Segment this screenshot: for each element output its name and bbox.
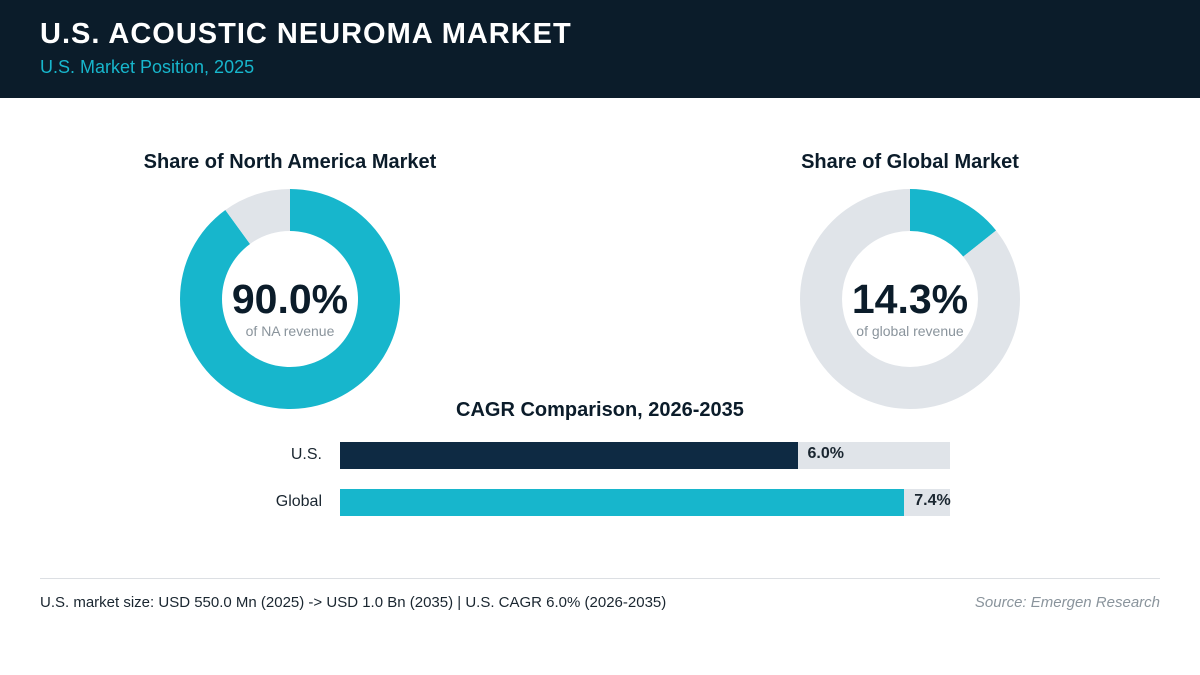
bar-us: [340, 442, 798, 469]
global-share-caption: of global revenue: [856, 323, 964, 339]
bar-label-us: U.S.: [290, 446, 322, 463]
footer-divider: [40, 578, 1160, 579]
na-share-center: 90.0% of NA revenue: [179, 276, 401, 339]
na-share-value: 90.0%: [231, 276, 349, 322]
bar-track-us: 6.0%: [340, 442, 950, 469]
na-share-title: Share of North America Market: [143, 151, 437, 173]
na-remainder-slice: [225, 189, 290, 244]
footer-note: U.S. market size: USD 550.0 Mn (2025) ->…: [40, 594, 667, 611]
page-title: U.S. ACOUSTIC NEUROMA MARKET: [40, 18, 572, 50]
na-share-donut: [179, 189, 400, 409]
global-share-slice: [910, 189, 997, 257]
page-subtitle: U.S. Market Position, 2025: [40, 57, 255, 77]
global-share-donut: [800, 189, 1020, 409]
global-share-title: Share of Global Market: [801, 151, 1019, 173]
bar-global: [340, 489, 905, 516]
global-share-value: 14.3%: [851, 276, 969, 322]
cagr-chart-title: CAGR Comparison, 2026-2035: [456, 399, 744, 421]
bar-value-global: 7.4%: [914, 492, 951, 509]
header-banner: U.S. ACOUSTIC NEUROMA MARKET U.S. Market…: [0, 0, 1200, 98]
na-share-slice: [179, 189, 400, 409]
bar-label-global: Global: [275, 493, 322, 510]
global-share-center: 14.3% of global revenue: [799, 276, 1021, 339]
bar-track-global: 7.4%: [340, 489, 951, 516]
global-remainder-slice: [800, 189, 1020, 409]
footer-source: Source: Emergen Research: [974, 594, 1160, 611]
bar-value-us: 6.0%: [807, 445, 844, 462]
na-share-caption: of NA revenue: [245, 323, 335, 339]
